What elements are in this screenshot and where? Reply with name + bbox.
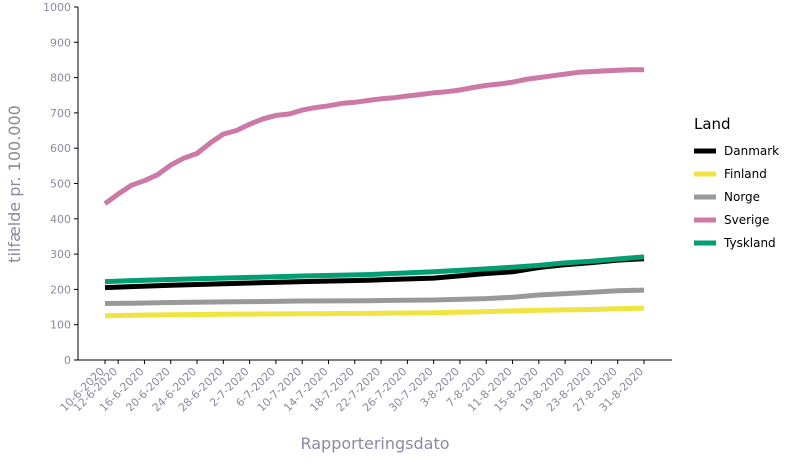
series-line-finland bbox=[104, 305, 645, 319]
y-tick-label: 700 bbox=[50, 107, 71, 120]
axes bbox=[74, 6, 672, 364]
y-axis-title: tilfælde pr. 100.000 bbox=[5, 105, 24, 263]
x-axis-title: Rapporteringsdato bbox=[300, 434, 449, 453]
legend-title: Land bbox=[694, 115, 731, 133]
y-tick-label: 600 bbox=[50, 142, 71, 155]
y-tick-label: 300 bbox=[50, 248, 71, 261]
legend-label-danmark: Danmark bbox=[724, 144, 779, 158]
series-lines bbox=[103, 67, 645, 319]
legend-label-tyskland: Tyskland bbox=[723, 236, 776, 250]
y-tick-label: 100 bbox=[50, 319, 71, 332]
series-line-tyskland bbox=[104, 254, 645, 285]
series-line-norge bbox=[104, 287, 645, 306]
legend-label-norge: Norge bbox=[724, 190, 760, 204]
y-tick-label: 1000 bbox=[43, 1, 71, 14]
y-tick-label: 400 bbox=[50, 213, 71, 226]
legend-label-sverige: Sverige bbox=[724, 213, 769, 227]
y-tick-label: 900 bbox=[50, 36, 71, 49]
y-tick-label: 200 bbox=[50, 283, 71, 296]
legend: Land Danmark Finland Norge Sverige Tyskland bbox=[694, 115, 779, 250]
axis-labels: 0100200300400500600700800900100010-6-202… bbox=[43, 1, 646, 414]
y-tick-label: 0 bbox=[64, 354, 71, 367]
y-tick-label: 800 bbox=[50, 72, 71, 85]
series-line-sverige bbox=[103, 67, 644, 206]
y-tick-label: 500 bbox=[50, 178, 71, 191]
legend-label-finland: Finland bbox=[724, 167, 767, 181]
